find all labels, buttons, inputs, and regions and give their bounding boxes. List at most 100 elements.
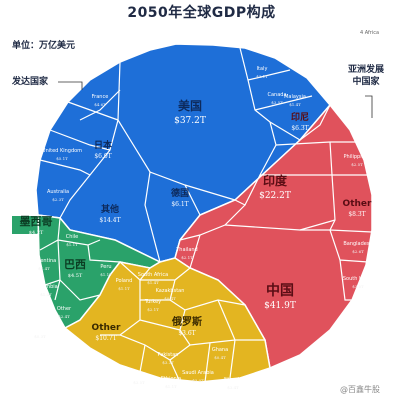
chart-title: 2050年全球GDP构成 xyxy=(127,5,276,21)
cell-value-label: $4.2T xyxy=(29,230,44,236)
cell-value-label: $5.1T xyxy=(56,156,68,161)
border-oth-13 xyxy=(217,299,236,341)
cell-value-label: $3.0T xyxy=(192,378,204,383)
cell-value-label: $1.1T xyxy=(100,272,112,277)
cell-value-label: $1.1T xyxy=(66,242,78,247)
cell-name-label: 日本 xyxy=(94,139,113,151)
cell-name-label: Canada xyxy=(267,92,286,98)
cell-name-label: Chile xyxy=(66,234,79,240)
border-oth-5 xyxy=(169,299,246,311)
developed-group-label: 发达国家 xyxy=(12,77,49,87)
cell-value-label: $3.3T xyxy=(162,360,174,365)
cell-value-label: $1.4T xyxy=(289,102,301,107)
cell-name-label: United Kingdom xyxy=(42,148,82,154)
cell-value-label: $22.2T xyxy=(259,191,291,201)
cell-name-label: Saudi Arabia xyxy=(182,370,214,376)
unit-label: 单位：万亿美元 xyxy=(12,41,76,51)
cell-value-label: $1.1T xyxy=(118,286,130,291)
cell-value-label: $2.1T xyxy=(147,307,159,312)
regions xyxy=(35,43,373,383)
cell-value-label: $1.4T xyxy=(38,266,50,271)
cell-value-label: $10.7T xyxy=(95,335,116,342)
cell-value-label: $0.4T xyxy=(164,296,176,301)
cell-name-label: Egypt xyxy=(132,372,146,378)
cell-value-label: $3.5T xyxy=(352,284,364,289)
border-latam-5 xyxy=(87,244,121,263)
border-oth-11 xyxy=(229,339,236,379)
cell-name-label: 巴西 xyxy=(64,258,86,271)
border-dev-1 xyxy=(59,61,121,219)
cell-value-label: $41.9T xyxy=(264,301,296,311)
cell-value-label: $3.4T xyxy=(227,385,239,390)
group-brackets xyxy=(58,81,373,118)
border-oth-7 xyxy=(179,329,265,346)
cell-value-label: $6.3T xyxy=(291,125,308,132)
border-dev-10 xyxy=(254,95,313,111)
asia-label-line2: 中国家 xyxy=(352,77,380,87)
cell-name-label: Turkey xyxy=(144,299,161,305)
cell-name-label: Philippines xyxy=(344,154,371,160)
cell-name-label: Pakistan xyxy=(158,352,179,358)
cell-labels: 美国 $37.2T 日本 $6.0T 德国 $6.1T 其他 $14.4T France $4.6… xyxy=(20,66,374,390)
cell-name-label: 印度 xyxy=(263,173,288,188)
border-oth-9 xyxy=(169,359,181,383)
cell-name-label: 其他 xyxy=(101,203,119,215)
cell-name-label: Peru xyxy=(100,264,111,270)
cell-value-label: $8.3T xyxy=(348,211,365,218)
cell-name-label: 俄罗斯 xyxy=(171,315,202,328)
cell-value-label: $3.5T xyxy=(271,100,283,105)
border-oth-12 xyxy=(204,342,211,383)
border-oth-8 xyxy=(119,334,191,361)
cell-value-label: $3.1T xyxy=(256,74,268,79)
cell-name-label: Australia xyxy=(47,189,69,195)
border-asia-12 xyxy=(189,234,201,269)
border-latam-6 xyxy=(54,279,61,301)
cell-value-label: $6.1T xyxy=(171,201,188,208)
cell-name-label: 美国 xyxy=(178,98,202,113)
bracket-developed xyxy=(58,81,83,90)
cell-value-label: $2.5T xyxy=(351,162,363,167)
watermark-text: @百鑫牛股 xyxy=(340,385,380,394)
cell-name-label: Bangladesh xyxy=(343,241,372,247)
cell-name-label: 印尼 xyxy=(291,111,309,123)
border-dev-9 xyxy=(247,69,291,81)
border-asia-7 xyxy=(179,204,246,241)
border-dev-4 xyxy=(39,159,91,176)
cell-value-label: $1.4T xyxy=(147,280,159,285)
bracket-asia xyxy=(365,95,373,118)
cell-name-label: Argentina xyxy=(32,258,56,264)
cell-name-label: 中国 xyxy=(266,282,294,299)
cell-name-label: Other xyxy=(343,199,372,209)
cell-name-label: Nigeria xyxy=(224,377,242,383)
border-oth-10 xyxy=(139,344,146,373)
cell-name-label: Italy xyxy=(257,66,268,72)
cell-value-label: $3.5T xyxy=(133,380,145,385)
border-dev-6 xyxy=(144,171,161,263)
cell-name-label: South Korea xyxy=(343,276,373,282)
cell-value-label: $2.3T xyxy=(52,197,64,202)
cell-name-label: Poland xyxy=(116,278,133,284)
cell-name-label: 德国 xyxy=(171,187,189,199)
border-dev-7 xyxy=(184,184,201,216)
cell-name-label: Other xyxy=(92,323,121,333)
cell-name-label: Ecuador xyxy=(30,326,51,332)
border-asia-11 xyxy=(339,259,352,301)
asia-label-line1: 亚洲发展 xyxy=(347,65,384,75)
cell-name-label: France xyxy=(92,94,109,100)
cell-value-label: $2.4T xyxy=(58,314,70,319)
cell-name-label: Ghana xyxy=(212,347,228,353)
cell-value-label: $3.6T xyxy=(178,330,195,337)
border-dev-11 xyxy=(79,89,121,121)
cell-value-label: $6.0T xyxy=(94,153,111,160)
cell-value-label: $2.1T xyxy=(181,255,193,260)
cell-value-label: $1.4T xyxy=(40,292,52,297)
cell-value-label: $14.4T xyxy=(99,217,120,224)
cell-value-label: $37.2T xyxy=(174,116,206,126)
cell-name-label: Colombia xyxy=(34,284,58,290)
border-asia-4 xyxy=(329,141,336,231)
asia-group-label: 亚洲发展 中国家 xyxy=(334,64,398,88)
border-dev-2 xyxy=(67,101,119,121)
cell-name-label: 墨西哥 xyxy=(20,215,53,228)
cell-value-label: $4.6T xyxy=(94,102,106,107)
